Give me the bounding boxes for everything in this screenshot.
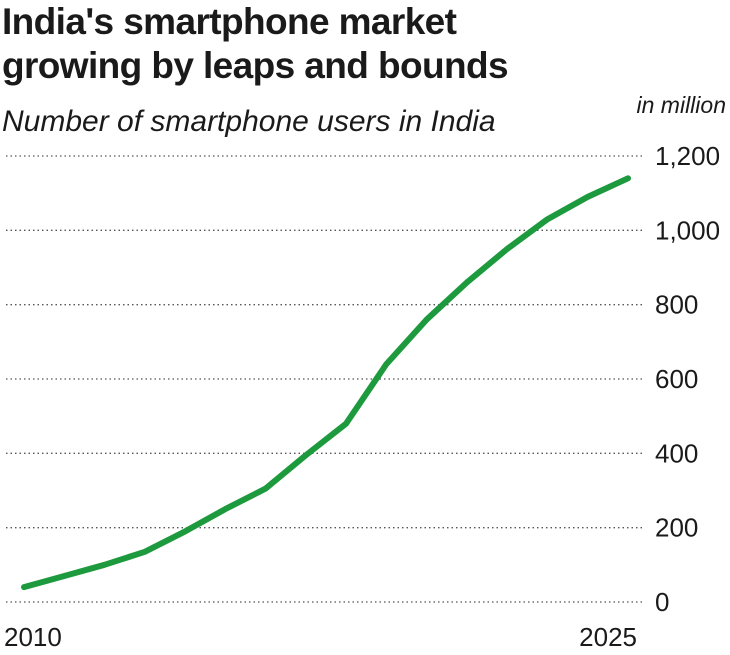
y-tick-label: 400	[655, 438, 698, 468]
y-axis-ticks: 0 200 400 600 800 1,000 1,200	[655, 141, 720, 617]
data-point	[263, 486, 269, 492]
data-point	[625, 175, 631, 181]
x-axis-ticks: 2010 2025	[4, 622, 637, 652]
chart-title-line-1: India's smartphone market	[2, 1, 457, 42]
series-layer	[21, 175, 631, 591]
data-point	[182, 528, 188, 534]
data-point	[303, 452, 309, 458]
data-point	[464, 279, 470, 285]
y-axis-unit-label: in million	[636, 92, 726, 118]
x-tick-label: 2025	[579, 622, 637, 652]
chart-title-line-2: growing by leaps and bounds	[2, 45, 509, 86]
y-tick-label: 600	[655, 364, 698, 394]
x-tick-label: 2010	[4, 622, 62, 652]
data-point	[383, 361, 389, 367]
y-tick-label: 200	[655, 513, 698, 543]
data-point	[343, 421, 349, 427]
chart-subtitle: Number of smartphone users in India	[2, 105, 496, 138]
y-tick-label: 800	[655, 290, 698, 320]
data-point	[61, 573, 67, 579]
data-point	[424, 317, 430, 323]
data-point	[21, 584, 27, 590]
chart-title: India's smartphone market growing by lea…	[2, 0, 722, 88]
y-tick-label: 1,000	[655, 215, 720, 245]
data-point	[544, 216, 550, 222]
y-tick-label: 0	[655, 587, 669, 617]
data-point	[102, 562, 108, 568]
data-point	[222, 506, 228, 512]
series-line	[21, 175, 631, 591]
data-point	[142, 549, 148, 555]
data-point	[504, 246, 510, 252]
y-tick-label: 1,200	[655, 141, 720, 171]
data-point	[585, 194, 591, 200]
